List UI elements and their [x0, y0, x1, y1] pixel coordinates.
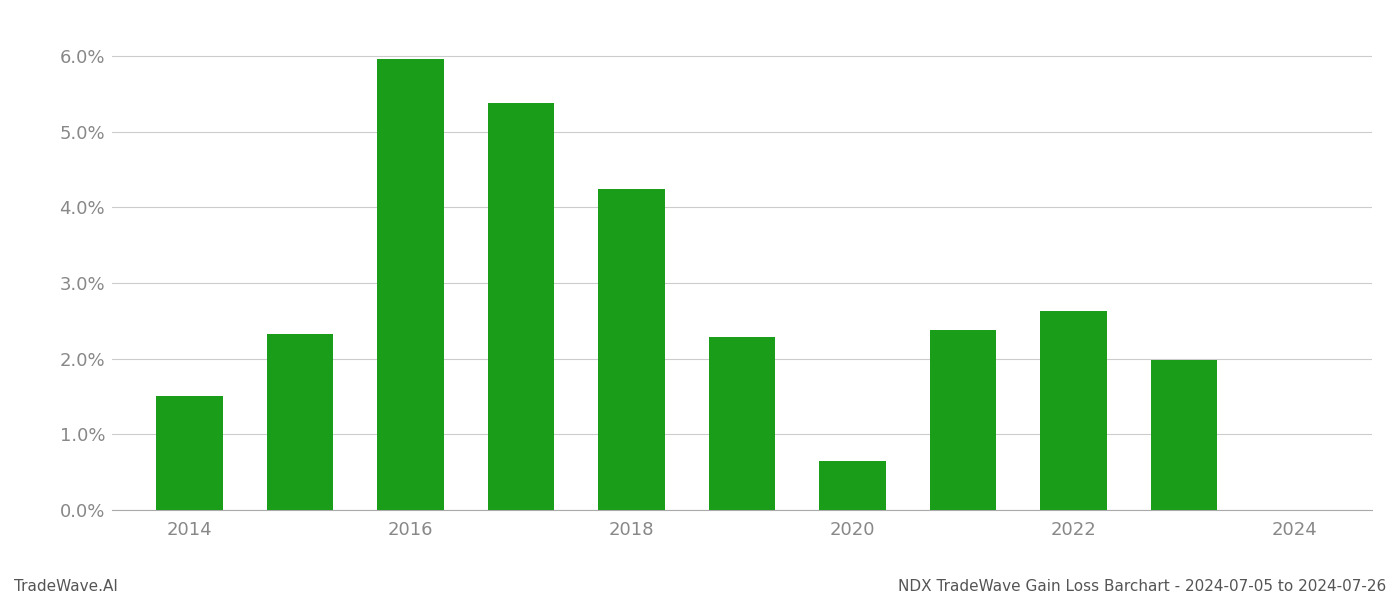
Bar [267, 334, 333, 510]
Bar [377, 59, 444, 510]
Bar [598, 189, 665, 510]
Bar [157, 397, 223, 510]
Bar [819, 461, 886, 510]
Bar [930, 330, 997, 510]
Bar [708, 337, 776, 510]
Text: TradeWave.AI: TradeWave.AI [14, 579, 118, 594]
Bar [1151, 360, 1217, 510]
Bar [487, 103, 554, 510]
Text: NDX TradeWave Gain Loss Barchart - 2024-07-05 to 2024-07-26: NDX TradeWave Gain Loss Barchart - 2024-… [897, 579, 1386, 594]
Bar [1040, 311, 1107, 510]
